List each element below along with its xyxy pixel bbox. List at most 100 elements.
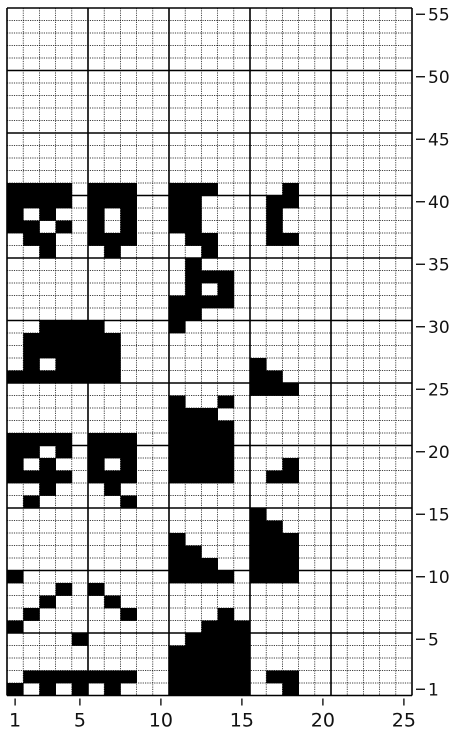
filled-cell-r11-c12 <box>185 558 202 571</box>
y-axis-labels: 1 5 10 15 20 25 30 35 40 45 50 55 <box>428 5 450 700</box>
filled-cell-r1-c13 <box>201 683 218 696</box>
filled-cell-r15-c16 <box>250 508 267 521</box>
filled-cell-r27-c5 <box>71 358 89 371</box>
filled-cell-r40-c2 <box>23 195 40 209</box>
filled-cell-r3-c11 <box>169 658 186 671</box>
filled-cell-r18-c13 <box>201 470 218 484</box>
filled-cell-r21-c11 <box>169 433 186 446</box>
filled-cell-r41-c12 <box>185 183 202 196</box>
filled-cell-r13-c17 <box>266 533 283 546</box>
filled-cell-r13-c11 <box>169 533 186 546</box>
filled-cell-r38-c6 <box>88 220 105 234</box>
filled-cell-r13-c16 <box>250 533 267 546</box>
filled-cell-r40-c7 <box>104 195 121 209</box>
x-axis-labels: 1 5 10 15 20 25 <box>9 710 416 732</box>
filled-cell-r32-c14 <box>217 295 235 309</box>
filled-cell-r38-c12 <box>185 220 202 234</box>
filled-cell-r3-c12 <box>185 658 202 671</box>
filled-cell-r17-c7 <box>104 483 121 496</box>
filled-cell-r14-c16 <box>250 520 267 534</box>
filled-cell-r18-c17 <box>266 470 283 484</box>
filled-cell-r36-c13 <box>201 245 218 259</box>
filled-cell-r26-c7 <box>104 370 121 384</box>
filled-cell-r20-c12 <box>185 445 202 459</box>
filled-cell-r18-c6 <box>88 470 105 484</box>
filled-cell-r32-c13 <box>201 295 218 309</box>
filled-cell-r26-c17 <box>266 370 283 384</box>
filled-cell-r40-c4 <box>55 195 73 209</box>
filled-cell-r19-c3 <box>39 458 56 471</box>
filled-cell-r30-c6 <box>88 320 105 334</box>
filled-cell-r21-c4 <box>55 433 73 446</box>
filled-cell-r5-c15 <box>233 633 251 646</box>
filled-cell-r21-c7 <box>104 433 121 446</box>
filled-cell-r10-c12 <box>185 570 202 584</box>
filled-cell-r39-c1 <box>7 208 24 221</box>
axis-ticks <box>14 13 425 706</box>
filled-cell-r21-c6 <box>88 433 105 446</box>
filled-cell-r12-c12 <box>185 545 202 559</box>
filled-cell-r11-c16 <box>250 558 267 571</box>
filled-cells <box>7 183 299 696</box>
filled-cell-r28-c6 <box>88 345 105 359</box>
filled-cell-r10-c11 <box>169 570 186 584</box>
filled-cell-r18-c18 <box>282 470 299 484</box>
y-tick-label-50: 50 <box>428 68 450 88</box>
filled-cell-r12-c11 <box>169 545 186 559</box>
y-tick-label-10: 10 <box>428 568 450 588</box>
filled-cell-r24-c11 <box>169 395 186 409</box>
y-tick-label-1: 1 <box>428 680 439 700</box>
filled-cell-r32-c11 <box>169 295 186 309</box>
filled-cell-r18-c1 <box>7 470 24 484</box>
x-tick-label-25: 25 <box>392 710 416 732</box>
filled-cell-r20-c11 <box>169 445 186 459</box>
filled-cell-r20-c2 <box>23 445 40 459</box>
filled-cell-r37-c6 <box>88 233 105 246</box>
filled-cell-r2-c12 <box>185 670 202 684</box>
filled-cell-r1-c14 <box>217 683 235 696</box>
y-tick-label-40: 40 <box>428 193 450 213</box>
filled-cell-r11-c11 <box>169 558 186 571</box>
x-tick-label-5: 5 <box>74 710 86 732</box>
filled-cell-r10-c13 <box>201 570 218 584</box>
filled-cell-r5-c5 <box>71 633 89 646</box>
filled-cell-r1-c11 <box>169 683 186 696</box>
filled-cell-r20-c7 <box>104 445 121 459</box>
filled-cell-r40-c1 <box>7 195 24 209</box>
y-tick-label-30: 30 <box>428 318 450 338</box>
filled-cell-r11-c13 <box>201 558 218 571</box>
filled-cell-r38-c1 <box>7 220 24 234</box>
filled-cell-r38-c8 <box>120 220 137 234</box>
filled-cell-r37-c2 <box>23 233 40 246</box>
filled-cell-r20-c1 <box>7 445 24 459</box>
filled-cell-r34-c14 <box>217 270 235 284</box>
filled-cell-r37-c3 <box>39 233 56 246</box>
filled-cell-r40-c3 <box>39 195 56 209</box>
filled-cell-r1-c5 <box>71 683 89 696</box>
filled-cell-r37-c18 <box>282 233 299 246</box>
filled-cell-r32-c12 <box>185 295 202 309</box>
filled-cell-r2-c11 <box>169 670 186 684</box>
filled-cell-r26-c2 <box>23 370 40 384</box>
filled-cell-r2-c2 <box>23 670 40 684</box>
filled-cell-r13-c18 <box>282 533 299 546</box>
filled-cell-r12-c17 <box>266 545 283 559</box>
filled-cell-r38-c4 <box>55 220 73 234</box>
filled-cell-r31-c12 <box>185 308 202 321</box>
filled-cell-r19-c12 <box>185 458 202 471</box>
filled-cell-r20-c14 <box>217 445 235 459</box>
filled-cell-r7-c14 <box>217 608 235 621</box>
filled-cell-r28-c5 <box>71 345 89 359</box>
filled-cell-r18-c11 <box>169 470 186 484</box>
filled-cell-r12-c18 <box>282 545 299 559</box>
filled-cell-r19-c11 <box>169 458 186 471</box>
filled-cell-r12-c16 <box>250 545 267 559</box>
filled-cell-r29-c3 <box>39 333 56 346</box>
filled-cell-r29-c7 <box>104 333 121 346</box>
filled-cell-r41-c4 <box>55 183 73 196</box>
filled-cell-r41-c3 <box>39 183 56 196</box>
filled-cell-r11-c17 <box>266 558 283 571</box>
y-tick-label-55: 55 <box>428 5 450 25</box>
filled-cell-r41-c18 <box>282 183 299 196</box>
filled-cell-r40-c8 <box>120 195 137 209</box>
